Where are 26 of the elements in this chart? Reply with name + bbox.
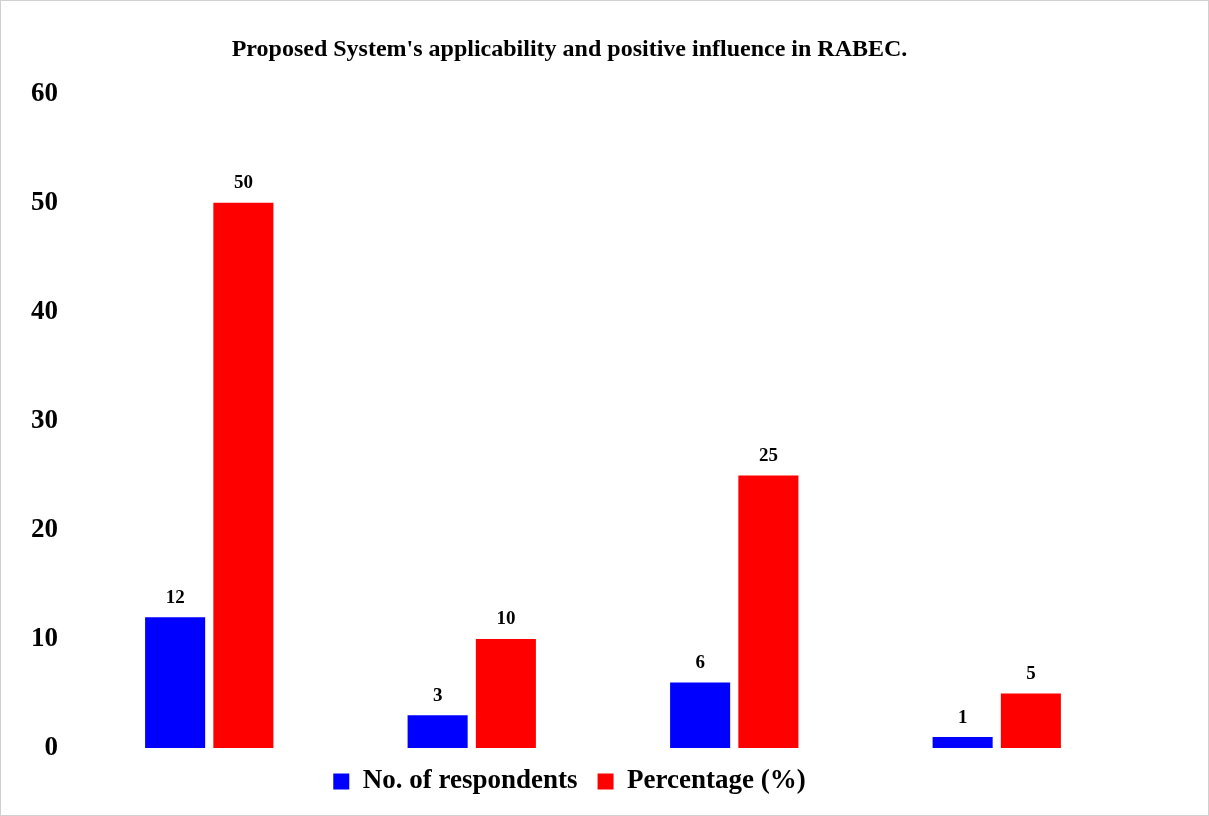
y-tick-label: 20 [31,512,58,543]
y-tick-label: 30 [31,403,58,434]
bar [475,638,536,748]
data-label: 6 [695,650,705,672]
data-label: 3 [432,683,443,705]
data-label: 50 [233,171,253,193]
data-label: 1 [957,705,968,727]
y-tick-label: 60 [31,76,58,107]
y-tick-label: 10 [31,621,58,652]
data-label: 25 [758,443,778,465]
legend-label: No. of respondents [362,764,578,795]
bar [932,737,993,748]
bar [738,475,799,748]
bar [407,715,468,748]
y-tick-label: 40 [31,294,58,325]
data-label: 12 [165,585,185,607]
y-tick-label: 0 [44,730,58,761]
bar [1000,693,1061,748]
bar [670,682,731,748]
legend-label: Percentage (%) [627,764,806,795]
bar [213,202,274,748]
data-label: 10 [496,607,516,629]
chart-title: Proposed System's applicability and positive influence in RABEC. [231,34,908,61]
data-label: 5 [1026,661,1036,683]
bar [145,617,206,748]
y-tick-label: 50 [31,185,58,216]
